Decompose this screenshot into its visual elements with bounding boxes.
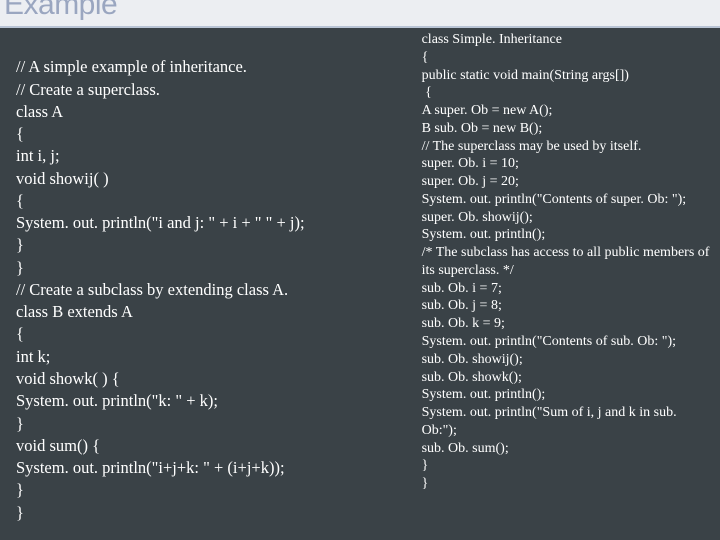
code-line: public static void main(String args[]) — [422, 67, 714, 85]
code-line: sub. Ob. i = 7; — [422, 280, 714, 298]
code-line: /* The subclass has access to all public… — [422, 244, 714, 262]
code-line: } — [16, 479, 408, 501]
code-line: class B extends A — [16, 301, 408, 323]
code-line: } — [16, 234, 408, 256]
code-line: System. out. println("Sum of i, j and k … — [422, 404, 714, 440]
code-line: System. out. println("Contents of sub. O… — [422, 333, 714, 351]
code-line: int k; — [16, 346, 408, 368]
code-line: void showk( ) { — [16, 368, 408, 390]
header-bar: Example — [0, 0, 720, 28]
code-line: { — [16, 323, 408, 345]
code-line: class A — [16, 101, 408, 123]
code-block-left: // A simple example of inheritance.// Cr… — [0, 28, 418, 540]
code-line: // A simple example of inheritance. — [16, 56, 408, 78]
code-line: // The superclass may be used by itself. — [422, 138, 714, 156]
code-line: System. out. println("Contents of super.… — [422, 191, 714, 209]
code-line: // Create a subclass by extending class … — [16, 279, 408, 301]
code-line: A super. Ob = new A(); — [422, 102, 714, 120]
code-line: int i, j; — [16, 145, 408, 167]
slide-title: Example — [4, 0, 117, 22]
code-line: System. out. println("i and j: " + i + "… — [16, 212, 408, 234]
slide-content: // A simple example of inheritance.// Cr… — [0, 28, 720, 540]
code-line: its superclass. */ — [422, 262, 714, 280]
code-line: System. out. println("k: " + k); — [16, 390, 408, 412]
code-line: // Create a superclass. — [16, 79, 408, 101]
code-line: System. out. println("i+j+k: " + (i+j+k)… — [16, 457, 408, 479]
code-line: sub. Ob. sum(); — [422, 440, 714, 458]
code-line: super. Ob. j = 20; — [422, 173, 714, 191]
code-line: void sum() { — [16, 435, 408, 457]
code-line: B sub. Ob = new B(); — [422, 120, 714, 138]
code-line: } — [16, 502, 408, 524]
code-line: super. Ob. showij(); — [422, 209, 714, 227]
code-line: { — [16, 190, 408, 212]
code-line — [16, 34, 408, 56]
code-line: { — [422, 49, 714, 67]
code-line: sub. Ob. j = 8; — [422, 297, 714, 315]
code-line: { — [422, 84, 714, 102]
code-line: void showij( ) — [16, 168, 408, 190]
code-line: class Simple. Inheritance — [422, 31, 714, 49]
code-line: System. out. println(); — [422, 226, 714, 244]
code-line: sub. Ob. showk(); — [422, 369, 714, 387]
code-line: sub. Ob. k = 9; — [422, 315, 714, 333]
code-line: { — [16, 123, 408, 145]
code-line: sub. Ob. showij(); — [422, 351, 714, 369]
code-line: } — [422, 475, 714, 493]
code-block-right: class Simple. Inheritance{public static … — [418, 28, 720, 540]
code-line: } — [422, 457, 714, 475]
code-line: } — [16, 257, 408, 279]
code-line: super. Ob. i = 10; — [422, 155, 714, 173]
code-line: } — [16, 413, 408, 435]
code-line: System. out. println(); — [422, 386, 714, 404]
